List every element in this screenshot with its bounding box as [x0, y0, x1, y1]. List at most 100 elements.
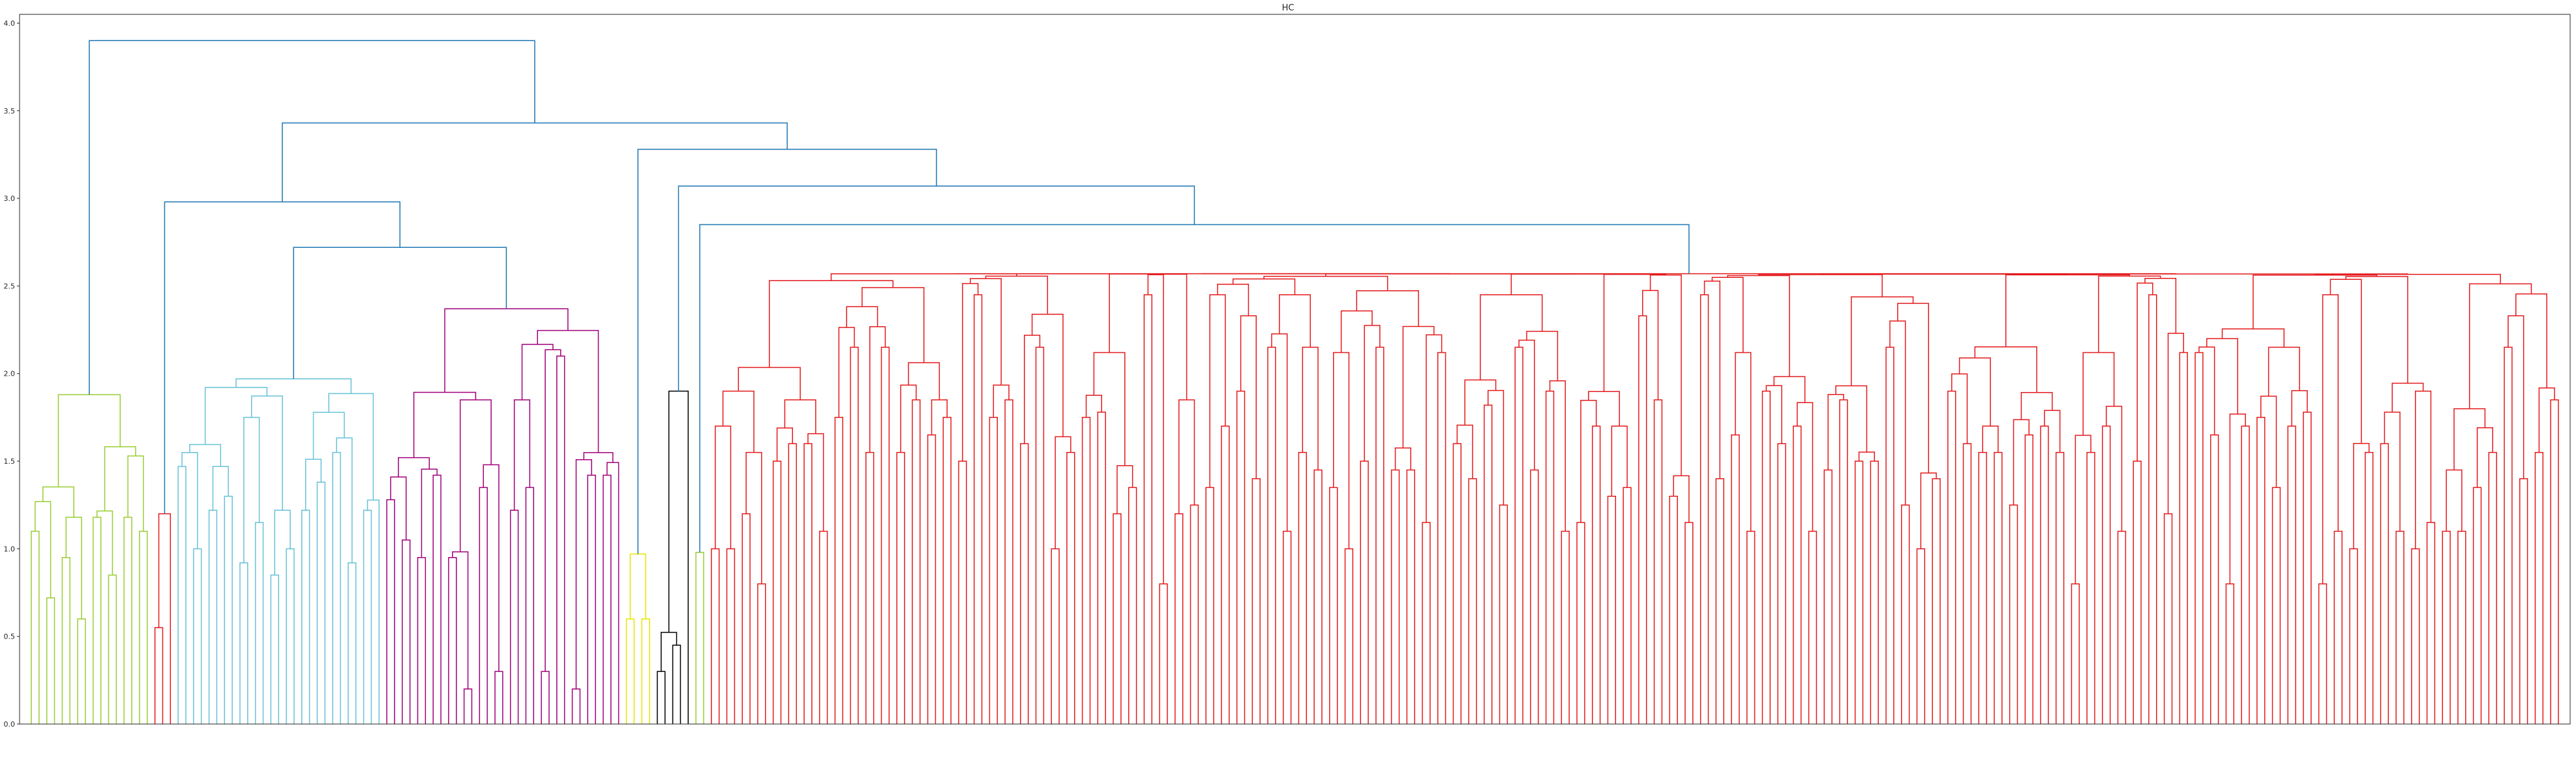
dendrogram-link [239, 562, 248, 724]
y-tick-label: 2.5 [4, 282, 16, 290]
dendrogram-link [1761, 390, 1771, 724]
plot-frame [19, 14, 2571, 725]
dendrogram-link [398, 457, 430, 477]
dendrogram-link [629, 553, 646, 619]
dendrogram-link [772, 461, 782, 724]
dendrogram-link [2538, 387, 2555, 453]
dendrogram-link [2013, 419, 2030, 506]
dendrogram-link [2476, 427, 2494, 488]
dendrogram-link [1916, 548, 1926, 724]
dendrogram-link [1499, 504, 1508, 724]
dendrogram-link [2074, 434, 2091, 584]
dendrogram-link [695, 551, 704, 724]
dendrogram-link [158, 513, 172, 724]
dendrogram-link [2209, 434, 2219, 724]
dendrogram-link [123, 517, 132, 724]
dendrogram-link [1085, 395, 1102, 417]
dendrogram-link [2009, 504, 2018, 724]
dendrogram-link [1715, 478, 1724, 724]
dendrogram-link [204, 387, 268, 445]
dendrogram-link [1642, 290, 1659, 401]
dendrogram-link [2333, 530, 2343, 724]
dendrogram-link [2415, 390, 2432, 549]
dendrogram-link [537, 329, 599, 453]
dendrogram-link [927, 434, 936, 724]
dendrogram-link [1958, 357, 1991, 427]
dendrogram-link [2395, 530, 2404, 724]
dendrogram-link [1827, 393, 1844, 470]
dendrogram-link [2020, 392, 2053, 420]
dendrogram-link [738, 367, 801, 401]
dendrogram-link [1797, 402, 1814, 532]
dendrogram-link [108, 574, 117, 724]
dendrogram-link [1870, 461, 1879, 724]
dendrogram-link [1982, 425, 1999, 453]
dendrogram-link [189, 444, 222, 467]
dendrogram-link [2117, 530, 2127, 724]
dendrogram-link [1488, 389, 1505, 506]
dendrogram-link [1155, 273, 1188, 401]
dendrogram-link [1711, 277, 1744, 353]
dendrogram-link [1360, 461, 1369, 724]
dendrogram-link [1364, 325, 1381, 462]
dendrogram-link [850, 346, 859, 724]
dendrogram-link [1175, 513, 1184, 724]
dendrogram-link [328, 393, 374, 500]
dendrogram-link [1591, 425, 1601, 724]
dendrogram-link [1889, 320, 1906, 506]
dendrogram-link [880, 346, 890, 724]
dendrogram-link [661, 631, 678, 672]
dendrogram-link [2322, 294, 2339, 584]
dendrogram-link [336, 437, 353, 563]
dendrogram-link [2198, 346, 2215, 435]
dendrogram-link [2534, 451, 2544, 724]
dendrogram-link [1526, 331, 1559, 381]
dendrogram-link [1480, 294, 1543, 380]
dendrogram-link [89, 40, 535, 395]
dendrogram-link [2472, 487, 2482, 724]
dendrogram-link [1897, 303, 1929, 474]
dendrogram-link [2102, 425, 2111, 724]
dendrogram-link [1394, 447, 1411, 470]
dendrogram-link [1746, 530, 1756, 724]
dendrogram-link [1205, 487, 1214, 724]
dendrogram-link [803, 443, 813, 724]
y-tick-label: 2.0 [4, 370, 16, 378]
dendrogram-link [1835, 385, 1868, 453]
dendrogram-link [1510, 273, 1636, 295]
dendrogram-link [2384, 412, 2401, 532]
dendrogram-link [1464, 379, 1497, 425]
dendrogram-link [2391, 382, 2424, 412]
dendrogram-link [1514, 346, 1523, 724]
dendrogram-link [2453, 408, 2486, 470]
dendrogram-link [2426, 522, 2436, 724]
dendrogram-link [1344, 548, 1354, 724]
dendrogram-link [386, 499, 395, 724]
dendrogram-link [1603, 273, 1667, 392]
dendrogram-link [93, 517, 102, 724]
dendrogram-link [1858, 451, 1876, 462]
dendrogram-link [2040, 425, 2049, 724]
dendrogram-link [838, 327, 855, 417]
dendrogram-link [541, 671, 550, 724]
dendrogram-link [2225, 583, 2235, 724]
dendrogram-link [1217, 283, 1250, 316]
dendrogram-link [193, 548, 202, 724]
dendrogram-link [2442, 530, 2451, 724]
dendrogram-link [1055, 436, 1071, 549]
dendrogram-link [348, 562, 357, 724]
dendrogram-link [2256, 417, 2266, 724]
dendrogram-link [2260, 395, 2277, 488]
dendrogram-link [2206, 338, 2238, 414]
dendrogram-link [1097, 412, 1106, 724]
dendrogram-link [243, 417, 260, 563]
dendrogram-link [989, 417, 998, 724]
dendrogram-link [2194, 352, 2204, 724]
dendrogram-link [2253, 274, 2378, 329]
dendrogram-link [282, 122, 788, 202]
dendrogram-link [65, 517, 82, 619]
dendrogram-link [96, 510, 113, 575]
dendrogram-link [1561, 530, 1570, 724]
dendrogram-link [575, 459, 592, 689]
dendrogram-link [1402, 325, 1435, 448]
